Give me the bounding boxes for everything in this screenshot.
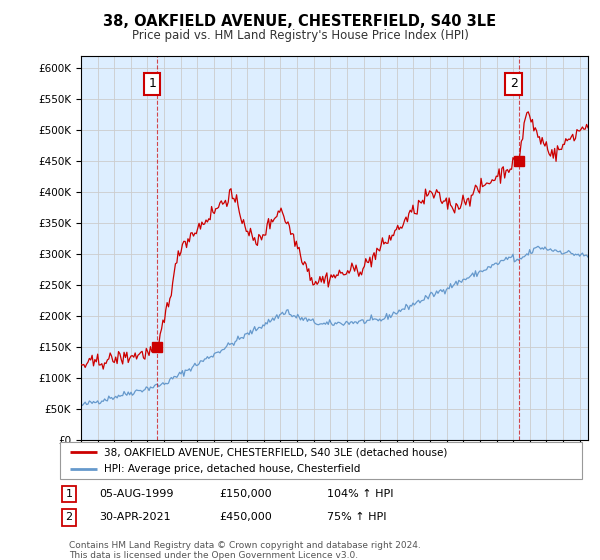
- Text: 1: 1: [65, 489, 73, 499]
- Text: 38, OAKFIELD AVENUE, CHESTERFIELD, S40 3LE: 38, OAKFIELD AVENUE, CHESTERFIELD, S40 3…: [103, 14, 497, 29]
- Text: Price paid vs. HM Land Registry's House Price Index (HPI): Price paid vs. HM Land Registry's House …: [131, 29, 469, 42]
- Text: 38, OAKFIELD AVENUE, CHESTERFIELD, S40 3LE (detached house): 38, OAKFIELD AVENUE, CHESTERFIELD, S40 3…: [104, 447, 448, 457]
- Text: 05-AUG-1999: 05-AUG-1999: [99, 489, 173, 499]
- Text: 2: 2: [510, 77, 518, 90]
- Text: £450,000: £450,000: [219, 512, 272, 522]
- Text: 30-APR-2021: 30-APR-2021: [99, 512, 170, 522]
- Text: 104% ↑ HPI: 104% ↑ HPI: [327, 489, 394, 499]
- Text: 1: 1: [148, 77, 156, 90]
- Text: £150,000: £150,000: [219, 489, 272, 499]
- Text: HPI: Average price, detached house, Chesterfield: HPI: Average price, detached house, Ches…: [104, 464, 361, 474]
- Text: Contains HM Land Registry data © Crown copyright and database right 2024.
This d: Contains HM Land Registry data © Crown c…: [69, 541, 421, 560]
- Text: 75% ↑ HPI: 75% ↑ HPI: [327, 512, 386, 522]
- Text: 2: 2: [65, 512, 73, 522]
